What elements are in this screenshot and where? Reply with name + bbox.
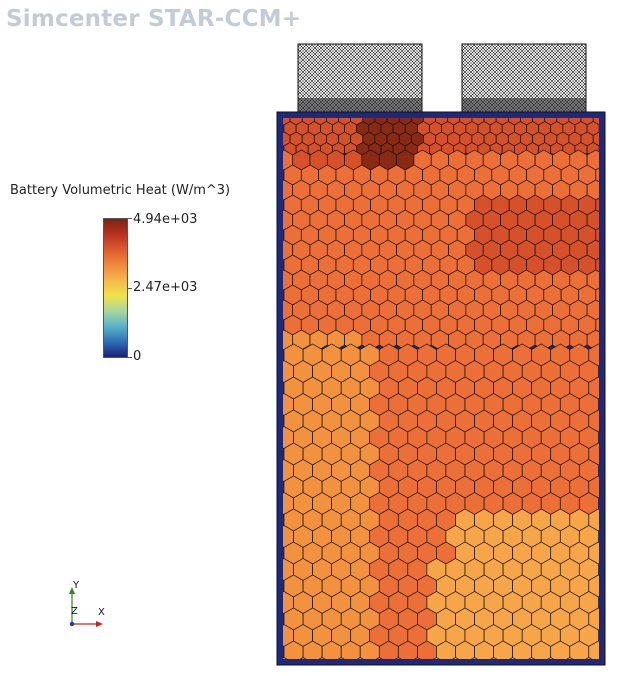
- axis-y-label: Y: [73, 580, 80, 591]
- axis-triad-icon: [69, 587, 103, 627]
- legend-mid-label: 2.47e+03: [133, 280, 198, 295]
- legend-max-label: 4.94e+03: [133, 212, 198, 227]
- axis-triad: Y Z X: [60, 578, 110, 634]
- mesh-cell: [604, 240, 621, 260]
- mesh-cell: [604, 210, 621, 230]
- axis-x-label: X: [98, 607, 105, 618]
- legend-tick-min: [128, 357, 132, 358]
- app-brand-title: Simcenter STAR-CCM+: [6, 6, 302, 32]
- terminal-left: [297, 43, 423, 115]
- terminal-right: [461, 43, 587, 115]
- legend-colorbar: [103, 218, 128, 358]
- legend-tick-mid: [128, 288, 132, 289]
- mesh-cell: [604, 150, 621, 170]
- legend-tick-max: [128, 218, 132, 219]
- mesh-cell: [604, 300, 621, 320]
- mesh-cell: [604, 330, 621, 350]
- axis-z-label: Z: [71, 606, 78, 617]
- legend-title: Battery Volumetric Heat (W/m^3): [10, 183, 231, 198]
- legend-min-label: 0: [133, 349, 142, 364]
- mesh-cells: [279, 114, 621, 663]
- mesh-cell: [604, 270, 621, 290]
- mesh-cell: [604, 180, 621, 200]
